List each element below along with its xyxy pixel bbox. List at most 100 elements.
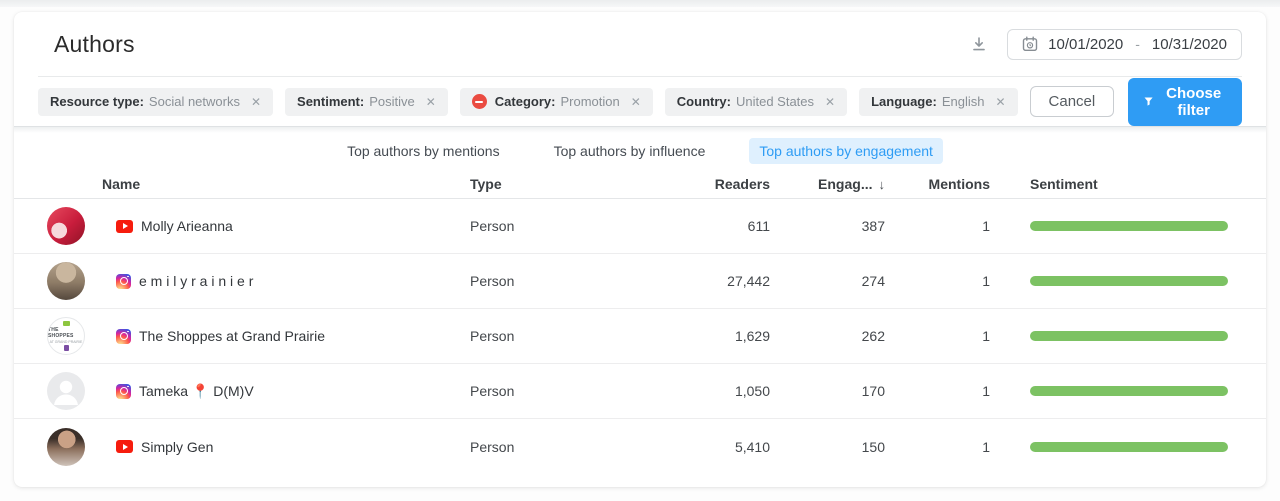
sort-desc-icon[interactable]: ↓: [878, 176, 886, 192]
date-range-end: 10/31/2020: [1151, 35, 1227, 53]
mentions-value: 1: [982, 328, 990, 344]
engagement-value: 170: [861, 383, 885, 399]
funnel-icon: [1144, 97, 1153, 106]
filter-bar: Resource type: Social networks ✕ Sentime…: [14, 77, 1266, 126]
author-name[interactable]: The Shoppes at Grand Prairie: [139, 328, 325, 344]
engagement-value: 262: [861, 328, 885, 344]
mentions-value: 1: [982, 273, 990, 289]
chip-label: Country:: [676, 94, 731, 109]
avatar: [47, 427, 85, 466]
column-header-mentions[interactable]: Mentions: [928, 175, 990, 192]
author-tabs: Top authors by mentions Top authors by i…: [14, 133, 1266, 169]
choose-filter-label: Choose filter: [1166, 84, 1222, 119]
tab-top-authors-by-mentions[interactable]: Top authors by mentions: [347, 143, 500, 159]
author-type: Person: [470, 438, 515, 455]
avatar: THE SHOPPES AT GRAND PRAIRIE: [47, 317, 85, 355]
filter-bar-divider: [14, 126, 1266, 127]
instagram-icon: [116, 328, 131, 344]
chip-label: Sentiment:: [297, 94, 365, 109]
author-name[interactable]: e m i l y r a i n i e r: [139, 273, 254, 289]
remove-filter-icon[interactable]: ✕: [995, 94, 1006, 109]
mentions-value: 1: [982, 438, 990, 455]
column-header-sentiment[interactable]: Sentiment: [1030, 175, 1098, 192]
table-row[interactable]: Simply Gen Person 5,410 150 1: [14, 419, 1266, 474]
sentiment-bar-positive: [1030, 386, 1228, 396]
table-row[interactable]: THE SHOPPES AT GRAND PRAIRIE The Shoppes…: [14, 309, 1266, 364]
date-range-separator: -: [1135, 36, 1140, 52]
sentiment-bar-positive: [1030, 331, 1228, 341]
chip-value: English: [941, 94, 985, 109]
cancel-button[interactable]: Cancel: [1029, 86, 1115, 117]
remove-filter-icon[interactable]: ✕: [825, 94, 836, 109]
engagement-value: 274: [861, 273, 885, 289]
logo-text: AT GRAND PRAIRIE: [49, 340, 83, 344]
chip-value: United States: [735, 94, 815, 109]
remove-filter-icon[interactable]: ✕: [250, 94, 262, 109]
tab-top-authors-by-engagement[interactable]: Top authors by engagement: [749, 138, 943, 164]
calendar-icon: [1022, 36, 1038, 51]
sentiment-bar-positive: [1030, 276, 1228, 286]
logo-bag-mark: [63, 345, 69, 351]
engagement-value: 387: [861, 218, 885, 234]
mentions-value: 1: [982, 218, 990, 234]
tab-top-authors-by-influence[interactable]: Top authors by influence: [553, 143, 706, 159]
author-type: Person: [470, 383, 515, 399]
download-button[interactable]: [969, 34, 989, 54]
sentiment-bar-positive: [1030, 441, 1228, 452]
person-silhouette-icon: [54, 380, 78, 405]
date-range-picker[interactable]: 10/01/2020 - 10/31/2020: [1007, 28, 1242, 60]
chip-value: Social networks: [148, 94, 240, 109]
engagement-header-label: Engag...: [818, 175, 873, 192]
panel-header: Authors 10/01/2020 - 10/31/2020: [14, 12, 1266, 76]
author-name[interactable]: Simply Gen: [141, 438, 214, 455]
author-name[interactable]: Tameka 📍 D(M)V: [139, 382, 254, 399]
chip-label: Language:: [871, 94, 937, 109]
top-edge-strip: [0, 0, 1280, 7]
chip-value: Positive: [369, 94, 415, 109]
filter-chip-sentiment[interactable]: Sentiment: Positive ✕: [285, 87, 448, 116]
filter-chip-language[interactable]: Language: English ✕: [859, 87, 1018, 116]
instagram-icon: [116, 273, 131, 289]
column-header-name[interactable]: Name: [102, 175, 141, 192]
avatar: [47, 207, 85, 245]
author-type: Person: [470, 218, 515, 234]
logo-mark: [62, 321, 70, 326]
instagram-icon: [116, 383, 131, 399]
engagement-value: 150: [861, 438, 885, 455]
readers-value: 1,050: [734, 383, 770, 399]
sentiment-bar-positive: [1030, 221, 1228, 231]
page-title: Authors: [54, 30, 135, 57]
mentions-value: 1: [982, 383, 990, 399]
filter-chip-country[interactable]: Country: United States ✕: [664, 87, 848, 116]
youtube-icon: [116, 219, 133, 233]
chip-value: Promotion: [560, 94, 620, 109]
youtube-icon: [116, 440, 133, 453]
filter-chip-category[interactable]: Category: Promotion ✕: [459, 87, 653, 116]
chip-label: Resource type:: [50, 94, 144, 109]
readers-value: 27,442: [727, 273, 770, 289]
remove-filter-icon[interactable]: ✕: [425, 94, 436, 109]
table-row[interactable]: Molly Arieanna Person 611 387 1: [14, 199, 1266, 254]
author-type: Person: [470, 273, 515, 289]
column-header-engagement[interactable]: Engag... ↓: [770, 176, 885, 192]
readers-value: 1,629: [734, 328, 770, 344]
table-header-row: Name Type Readers Engag... ↓ Mentions Sen…: [14, 169, 1266, 199]
table-row[interactable]: Tameka 📍 D(M)V Person 1,050 170 1: [14, 364, 1266, 419]
remove-filter-icon[interactable]: ✕: [630, 94, 641, 109]
table-row[interactable]: e m i l y r a i n i e r Person 27,442 27…: [14, 254, 1266, 309]
readers-value: 611: [747, 218, 770, 234]
avatar: [47, 262, 85, 300]
authors-panel: Authors 10/01/2020 - 10/31/2020: [14, 12, 1266, 487]
chip-label: Category:: [494, 94, 556, 109]
filter-chip-resource-type[interactable]: Resource type: Social networks ✕: [38, 87, 274, 116]
scroll-shadow: [14, 127, 1266, 133]
author-name[interactable]: Molly Arieanna: [141, 218, 233, 234]
date-range-start: 10/01/2020: [1048, 35, 1124, 53]
avatar-placeholder: [47, 372, 85, 410]
author-type: Person: [470, 328, 515, 344]
choose-filter-button[interactable]: Choose filter: [1128, 77, 1242, 126]
logo-text: THE SHOPPES: [48, 327, 74, 339]
column-header-type[interactable]: Type: [470, 175, 502, 192]
column-header-readers[interactable]: Readers: [714, 175, 770, 192]
exclusion-icon: [471, 94, 487, 109]
